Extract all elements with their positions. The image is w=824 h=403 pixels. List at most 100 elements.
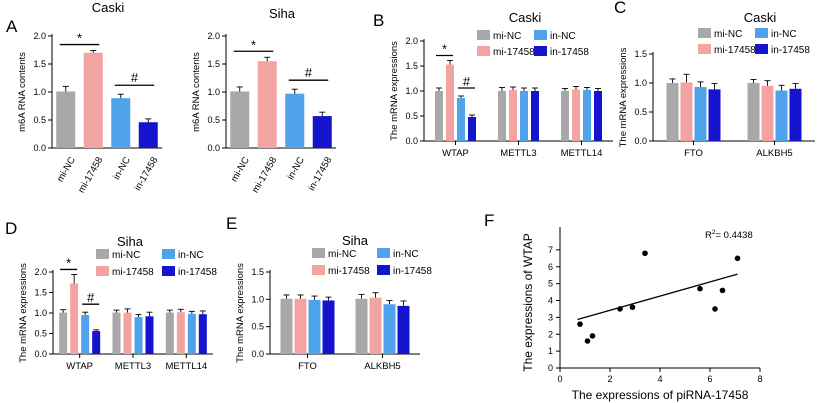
y-tick-label: 7 xyxy=(548,245,553,255)
legend-swatch xyxy=(534,46,547,56)
y-tick-label: 0.0 xyxy=(33,143,46,153)
bar xyxy=(145,316,154,354)
panel-label: C xyxy=(614,0,626,17)
y-tick-label: 0.5 xyxy=(33,115,46,125)
x-category-label: METTL3 xyxy=(115,361,151,372)
scatter-point xyxy=(584,338,591,344)
panel-E: E Siha 0.0 0.5 1.0 1.5 The mRNA expressions FTO… xyxy=(226,214,432,372)
panel-label: D xyxy=(5,219,17,238)
scatter-point xyxy=(629,304,636,311)
y-tick-label: 0.5 xyxy=(207,115,220,125)
scatter-point xyxy=(734,255,741,262)
y-tick-label: 1.5 xyxy=(251,267,264,277)
bar xyxy=(457,98,465,141)
panel-A1: A Caski 0.0 0.5 1.0 1.5 2.0 m6A RNA contents mi-… xyxy=(6,0,162,195)
x-category-label: METTL3 xyxy=(500,148,536,159)
legend-label: in-NC xyxy=(550,31,576,42)
legend-label: in-17458 xyxy=(393,266,432,277)
scatter-point xyxy=(617,306,623,312)
bar xyxy=(708,89,721,141)
x-category-label: mi-17458 xyxy=(76,155,105,195)
panel-title: Siha xyxy=(269,6,296,21)
bar xyxy=(81,315,90,354)
bar xyxy=(59,312,68,354)
scatter-point xyxy=(577,321,583,327)
y-axis-label: The mRNA expressions xyxy=(18,263,29,363)
x-category-label: in-17458 xyxy=(132,155,160,193)
bar xyxy=(138,122,158,148)
bar xyxy=(747,83,760,141)
legend-label: in-17458 xyxy=(178,267,217,278)
y-tick-label: 1 xyxy=(548,346,553,356)
bar xyxy=(187,313,196,354)
panel-title: Caski xyxy=(509,10,542,25)
x-category-label: mi-NC xyxy=(55,155,78,184)
bar xyxy=(680,82,693,141)
scatter-point xyxy=(697,285,703,292)
panel-label: B xyxy=(373,11,384,30)
legend-swatch xyxy=(162,249,175,259)
bar xyxy=(92,331,101,354)
y-tick-label: 0.0 xyxy=(34,349,47,359)
bar xyxy=(397,305,410,354)
x-category-label: WTAP xyxy=(66,361,93,372)
y-tick-label: 2 xyxy=(548,329,553,339)
y-tick-label: 0.5 xyxy=(405,111,418,121)
y-tick-label: 0 xyxy=(548,363,553,373)
y-tick-label: 1.5 xyxy=(34,288,47,298)
legend-swatch xyxy=(477,30,490,40)
y-tick-label: 0.5 xyxy=(634,107,647,117)
bar xyxy=(446,64,454,141)
legend-label: mi-17458 xyxy=(493,47,535,58)
legend-label: mi-NC xyxy=(328,249,356,260)
y-tick-label: 2.0 xyxy=(33,31,46,41)
x-category-label: METTL14 xyxy=(165,361,207,372)
bar xyxy=(594,91,602,141)
panel-label: A xyxy=(6,17,18,36)
y-tick-label: 0.0 xyxy=(207,143,220,153)
bar xyxy=(56,91,76,148)
y-axis-label: m6A RNA contents xyxy=(17,52,28,132)
bar xyxy=(520,91,528,141)
x-tick-label: 4 xyxy=(657,374,662,384)
bar xyxy=(468,117,476,141)
bar xyxy=(572,89,580,141)
legend-swatch xyxy=(377,248,390,258)
bar xyxy=(775,90,788,141)
x-category-label: mi-17458 xyxy=(250,155,279,195)
legend-label: mi-NC xyxy=(493,31,521,42)
bar xyxy=(498,91,506,141)
bar xyxy=(761,85,774,141)
significance-marker: * xyxy=(251,37,256,52)
bar xyxy=(308,299,321,354)
y-tick-label: 1.0 xyxy=(634,78,647,88)
bar xyxy=(285,93,305,148)
panel-label: F xyxy=(484,211,494,230)
bar xyxy=(322,300,335,354)
y-tick-label: 1.0 xyxy=(207,87,220,97)
panel-B: B Caski 0.0 0.5 1.0 1.5 2.0 The mRNA expression… xyxy=(373,10,613,159)
legend-swatch xyxy=(755,44,768,54)
scatter-point xyxy=(719,287,726,294)
bar xyxy=(257,61,277,149)
legend-swatch xyxy=(162,266,175,276)
bar xyxy=(694,87,707,141)
panel-title: Caski xyxy=(744,10,777,25)
panel-title: Caski xyxy=(92,0,125,15)
bar xyxy=(70,283,79,354)
panel-title: Siha xyxy=(342,233,369,248)
bar xyxy=(666,83,679,141)
bar xyxy=(123,312,132,354)
legend-label: in-17458 xyxy=(550,47,589,58)
panel-label: E xyxy=(226,214,237,233)
y-tick-label: 4 xyxy=(548,296,553,306)
bar xyxy=(294,298,307,354)
bar xyxy=(355,298,368,354)
bar xyxy=(165,312,174,354)
significance-marker: * xyxy=(442,42,447,57)
significance-marker: * xyxy=(77,31,82,46)
y-tick-label: 2.0 xyxy=(405,36,418,46)
legend-swatch xyxy=(377,265,390,275)
panel-A2: Siha 0.0 0.5 1.0 1.5 2.0 m6A RNA contents mi-NC… xyxy=(191,6,336,195)
